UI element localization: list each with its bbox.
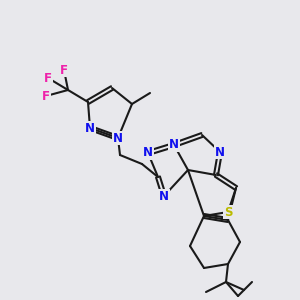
Text: F: F [42, 89, 50, 103]
Text: F: F [60, 64, 68, 76]
Text: N: N [215, 146, 225, 158]
Text: N: N [143, 146, 153, 160]
Text: N: N [113, 131, 123, 145]
Text: N: N [159, 190, 169, 202]
Text: N: N [85, 122, 95, 134]
Text: F: F [44, 71, 52, 85]
Text: S: S [224, 206, 232, 218]
Text: N: N [169, 139, 179, 152]
